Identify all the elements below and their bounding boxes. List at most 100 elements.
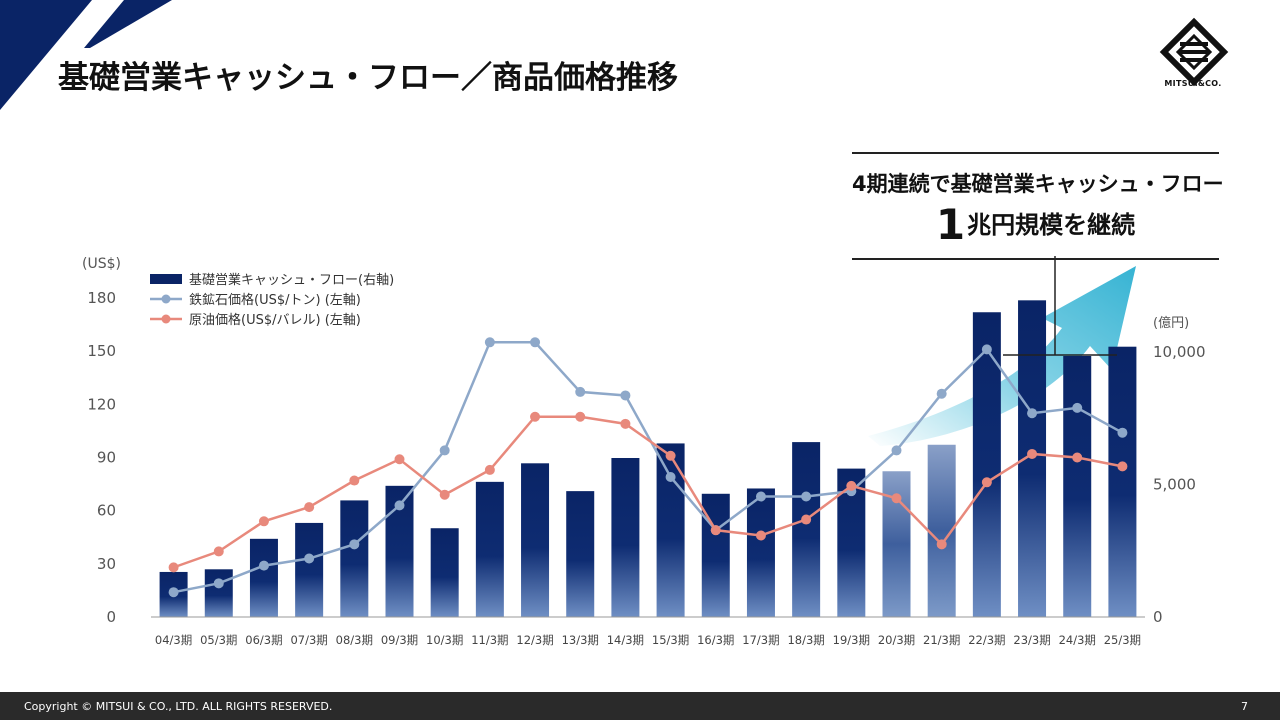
callout-rest: 兆円規模を継続 bbox=[967, 211, 1136, 239]
x-axis-label-0: 04/3期 bbox=[155, 633, 192, 647]
corner-decoration bbox=[0, 0, 172, 115]
left-axis-tick-30: 30 bbox=[97, 555, 116, 573]
crude-oil-point-0 bbox=[168, 562, 179, 573]
crude-oil-point-19 bbox=[1027, 448, 1038, 459]
iron-ore-point-3 bbox=[304, 553, 315, 564]
left-axis-tick-150: 150 bbox=[87, 342, 116, 360]
iron-ore-point-18 bbox=[981, 344, 992, 355]
right-axis-tick-0: 0 bbox=[1153, 608, 1163, 626]
cashflow-bar-4 bbox=[340, 500, 369, 617]
x-axis-label-20: 24/3期 bbox=[1059, 633, 1096, 647]
iron-ore-point-7 bbox=[484, 337, 495, 348]
right-axis-tick-5,000: 5,000 bbox=[1153, 476, 1196, 494]
cashflow-bar-21 bbox=[1108, 346, 1137, 617]
iron-ore-point-0 bbox=[168, 587, 179, 598]
iron-ore-point-5 bbox=[394, 500, 405, 511]
left-axis-tick-60: 60 bbox=[97, 502, 116, 520]
left-axis-tick-180: 180 bbox=[87, 289, 116, 307]
legend-swatch-dot-1 bbox=[161, 294, 171, 304]
crude-oil-point-10 bbox=[620, 418, 631, 429]
left-axis-tick-120: 120 bbox=[87, 395, 116, 413]
iron-ore-point-14 bbox=[801, 491, 812, 502]
iron-ore-point-20 bbox=[1072, 402, 1083, 413]
x-axis-label-19: 23/3期 bbox=[1013, 633, 1050, 647]
crude-oil-line bbox=[173, 415, 1123, 569]
x-axis-label-14: 18/3期 bbox=[787, 633, 824, 647]
x-axis-label-15: 19/3期 bbox=[833, 633, 870, 647]
x-axis-label-21: 25/3期 bbox=[1104, 633, 1141, 647]
x-axis-label-6: 10/3期 bbox=[426, 633, 463, 647]
right-axis-unit: (億円) bbox=[1153, 315, 1189, 331]
cashflow-bar-7 bbox=[475, 481, 504, 617]
crude-oil-point-21 bbox=[1117, 461, 1128, 472]
cashflow-bar-16 bbox=[882, 471, 911, 617]
legend-label-2: 原油価格(US$/バレル) (左軸) bbox=[189, 312, 361, 328]
x-axis-label-4: 08/3期 bbox=[336, 633, 373, 647]
copyright-text: Copyright © MITSUI & CO., LTD. ALL RIGHT… bbox=[24, 700, 333, 713]
x-axis-label-2: 06/3期 bbox=[245, 633, 282, 647]
cashflow-bar-20 bbox=[1063, 355, 1092, 617]
cashflow-bar-13 bbox=[746, 488, 775, 617]
footer-bar: Copyright © MITSUI & CO., LTD. ALL RIGHT… bbox=[0, 692, 1280, 720]
cashflow-bar-1 bbox=[204, 569, 233, 617]
x-axis-label-9: 13/3期 bbox=[562, 633, 599, 647]
left-axis-unit: (US$) bbox=[82, 256, 121, 272]
iron-ore-point-2 bbox=[258, 560, 269, 571]
iron-ore-point-6 bbox=[439, 445, 450, 456]
callout-line2: 1兆円規模を継続 bbox=[852, 200, 1219, 249]
x-axis-label-7: 11/3期 bbox=[471, 633, 508, 647]
cashflow-bar-9 bbox=[566, 491, 595, 617]
page-number: 7 bbox=[1241, 700, 1248, 713]
x-axis-label-1: 05/3期 bbox=[200, 633, 237, 647]
cashflow-bar-6 bbox=[430, 528, 459, 617]
crude-oil-point-1 bbox=[213, 546, 224, 557]
crude-oil-point-18 bbox=[981, 477, 992, 488]
iron-ore-point-9 bbox=[575, 386, 586, 397]
crude-oil-point-17 bbox=[936, 539, 947, 550]
iron-ore-point-13 bbox=[755, 491, 766, 502]
left-axis-tick-90: 90 bbox=[97, 449, 116, 467]
crude-oil-point-6 bbox=[439, 489, 450, 500]
iron-ore-point-16 bbox=[891, 445, 902, 456]
crude-oil-point-11 bbox=[665, 450, 676, 461]
x-axis-label-10: 14/3期 bbox=[607, 633, 644, 647]
iron-ore-point-1 bbox=[213, 578, 224, 589]
cashflow-bar-2 bbox=[249, 538, 278, 617]
crude-oil-point-8 bbox=[530, 411, 541, 422]
legend-label-1: 鉄鉱石価格(US$/トン) (左軸) bbox=[189, 292, 361, 308]
iron-ore-point-4 bbox=[349, 539, 360, 550]
x-axis-label-17: 21/3期 bbox=[923, 633, 960, 647]
x-axis-label-12: 16/3期 bbox=[697, 633, 734, 647]
iron-ore-point-10 bbox=[620, 390, 631, 401]
mitsui-logo-icon bbox=[1159, 17, 1229, 87]
logo-text: MITSUI&CO. bbox=[1164, 79, 1222, 88]
legend-label-0: 基礎営業キャッシュ・フロー(右軸) bbox=[189, 272, 394, 288]
iron-ore-point-8 bbox=[530, 337, 541, 348]
growth-arrow-icon bbox=[868, 266, 1136, 446]
highlight-callout: 4期連続で基礎営業キャッシュ・フロー 1兆円規模を継続 bbox=[852, 152, 1224, 260]
crude-oil-point-13 bbox=[755, 530, 766, 541]
crude-oil-point-9 bbox=[575, 411, 586, 422]
crude-oil-point-2 bbox=[258, 516, 269, 527]
crude-oil-point-15 bbox=[846, 480, 857, 491]
crude-oil-point-3 bbox=[304, 502, 315, 513]
right-axis-tick-10,000: 10,000 bbox=[1153, 343, 1206, 361]
legend-swatch-cashflow bbox=[150, 274, 182, 284]
crude-oil-point-7 bbox=[484, 464, 495, 475]
cashflow-bar-3 bbox=[295, 522, 324, 617]
callout-number: 1 bbox=[935, 200, 966, 249]
x-axis-label-5: 09/3期 bbox=[381, 633, 418, 647]
x-axis-label-8: 12/3期 bbox=[516, 633, 553, 647]
crude-oil-point-4 bbox=[349, 475, 360, 486]
cashflow-bar-14 bbox=[792, 442, 821, 617]
crude-oil-point-14 bbox=[801, 514, 812, 525]
left-axis-tick-0: 0 bbox=[106, 608, 116, 626]
iron-ore-point-21 bbox=[1117, 427, 1128, 438]
crude-oil-point-12 bbox=[710, 525, 721, 536]
legend-swatch-dot-2 bbox=[161, 314, 171, 324]
page-title: 基礎営業キャッシュ・フロー／商品価格推移 bbox=[58, 60, 678, 96]
crude-oil-point-20 bbox=[1072, 452, 1083, 463]
callout-bracket bbox=[1003, 256, 1117, 356]
iron-ore-point-19 bbox=[1027, 408, 1038, 419]
